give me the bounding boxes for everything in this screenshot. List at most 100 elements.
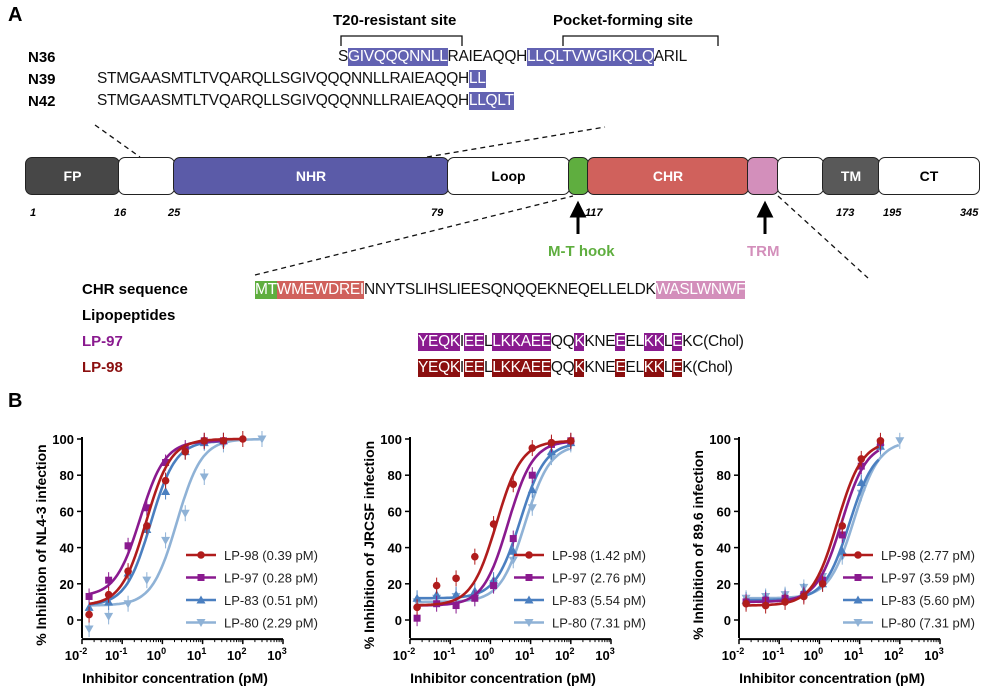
mt-hook-label: M-T hook [548,243,615,260]
tick-base: 10 [227,648,241,663]
data-point-triangle-up [432,590,442,599]
panel-b-label: B [8,390,23,412]
y-tick-label: 0 [67,613,74,628]
residues: I [459,359,464,376]
data-point-circle [525,551,533,559]
residues: STMGAASMTLTVQARQLLSGIVQQQNNLLRAIEAQQH [97,70,469,87]
data-point-circle [489,520,498,528]
residues: L [483,359,493,376]
lipopeptides-label: Lipopeptides [82,307,176,324]
x-tick-label: 103 [595,646,614,663]
x-tick-label: 100 [804,646,823,663]
trm-label: TRM [747,243,780,260]
data-point-square [471,594,479,602]
tick-exponent: 3 [939,646,944,656]
y-axis-label: % Inhibition of NL4-3 infection [33,444,49,645]
x-tick-label: 10-2 [65,646,87,663]
data-point-circle [104,590,113,599]
data-point-square [105,576,113,584]
data-point-triangle-down [161,536,171,545]
data-point-circle [413,603,421,612]
data-point-square [525,574,533,581]
residues: KNE [584,333,616,350]
residues: ARIL [653,48,688,65]
data-point-triangle-down [895,437,905,446]
highlighted-residues: WMEWDREI [276,281,364,299]
lp98-sequence: YEQKIEELLKKAEEQQKKNEEELKKLEK(Chol) [418,359,733,377]
domain-loop: Loop [447,157,570,195]
x-tick-label: 10-1 [433,646,455,663]
data-point-circle [528,444,537,452]
data-point-triangle-up [837,546,847,555]
data-point-triangle-up [527,485,537,494]
data-point-square [162,459,170,467]
domain-ct: CT [878,157,980,195]
residues: NNYTSLIHSLIEESQNQQEKNEQELLELDK [363,281,656,298]
pocket-bracket [562,35,719,46]
tick-base: 10 [595,648,609,663]
data-point-square [143,504,151,512]
domain-nhr: NHR [173,157,449,195]
data-point-square [490,582,498,590]
tick-exponent: -1 [119,646,127,656]
y-tick-label: 60 [388,504,402,519]
fit-curve [89,437,262,607]
highlighted-residues: E [615,333,626,351]
y-tick-label: 0 [724,613,731,628]
residue-position: 345 [960,207,979,219]
highlighted-residues: EE [463,359,484,377]
y-tick-label: 40 [388,541,402,556]
x-tick-label: 103 [267,646,286,663]
y-tick-label: 40 [60,541,74,556]
tick-base: 10 [187,648,201,663]
peptide-sequence-n42: STMGAASMTLTVQARQLLSGIVQQQNNLLRAIEAQQHLLQ… [97,92,514,110]
residues: KC(Chol) [682,333,744,350]
lp97-sequence: YEQKIEELLKKAEEQQKKNEEELKKLEKC(Chol) [418,333,744,351]
y-tick-label: 40 [717,541,731,556]
x-tick-label: 102 [555,646,574,663]
x-tick-label: 102 [227,646,246,663]
t20-site-label: T20-resistant site [333,12,457,29]
x-tick-label: 101 [515,646,534,663]
tick-base: 10 [804,648,818,663]
highlighted-residues: K [574,333,585,351]
tick-base: 10 [762,648,776,663]
legend-label: LP-97 (0.28 pM) [224,571,318,586]
residues: RAIEAQQH [447,48,528,65]
data-point-square [528,471,536,479]
x-axis-label: Inhibitor concentration (pM) [410,670,596,686]
y-tick-label: 80 [60,468,74,483]
legend-label: LP-98 (2.77 pM) [881,548,975,563]
peptide-sequence-n39: STMGAASMTLTVQARQLLSGIVQQQNNLLRAIEAQQHLL [97,70,486,88]
y-tick-label: 0 [395,613,402,628]
data-point-triangle-down [123,600,133,609]
data-point-circle [876,437,885,445]
domain-fp: FP [25,157,120,195]
tick-exponent: -1 [776,646,784,656]
data-point-triangle-up [508,546,518,555]
residues: L [483,333,493,350]
data-point-triangle-down [196,619,206,627]
domain-chr: CHR [587,157,749,195]
y-tick-label: 100 [709,432,731,447]
peptide-name-n36: N36 [28,49,56,66]
highlighted-residues: LKKAEE [492,333,551,351]
tick-exponent: 1 [529,646,534,656]
data-point-square [452,602,460,610]
x-tick-label: 101 [844,646,863,663]
data-point-square [85,592,93,600]
residues: K(Chol) [682,359,733,376]
data-point-square [838,531,846,539]
domain-segment [118,157,175,195]
panel-a-label: A [8,4,23,26]
arrow-up-icon [756,200,774,234]
y-tick-label: 100 [380,432,402,447]
data-point-circle [509,480,518,489]
data-point-circle [838,522,847,530]
x-tick-label: 10-2 [722,646,744,663]
residue-position: 173 [836,207,855,219]
data-point-triangle-down [84,625,94,634]
residues: EL [625,333,644,350]
legend-label: LP-97 (2.76 pM) [552,571,646,586]
